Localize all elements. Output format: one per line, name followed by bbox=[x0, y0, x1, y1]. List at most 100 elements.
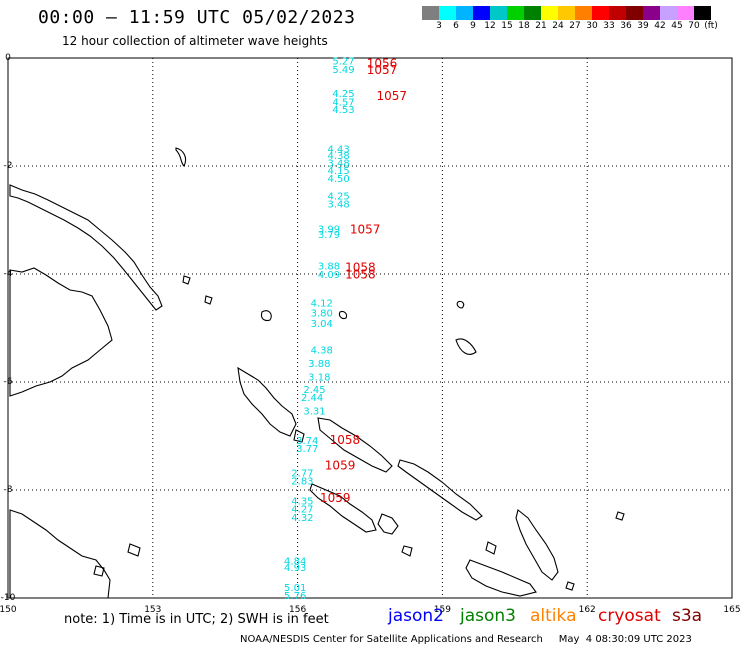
wave-height-label: 4.12 bbox=[311, 298, 333, 309]
colorbar-tick-label: 6 bbox=[453, 21, 459, 31]
colorbar-swatch bbox=[575, 6, 592, 20]
colorbar-tick-label: 36 bbox=[620, 21, 632, 31]
colorbar-swatch bbox=[592, 6, 609, 20]
pass-number-label: 1058 bbox=[330, 433, 361, 447]
wave-height-label: 5.01 bbox=[284, 583, 306, 594]
legend-jason3: jason3 bbox=[460, 606, 516, 626]
wave-height-label: 3.79 bbox=[318, 230, 340, 241]
new-ireland-coast bbox=[9, 184, 163, 311]
islet-coast bbox=[204, 295, 213, 305]
wave-height-label: 3.18 bbox=[308, 372, 330, 383]
colorbar-tick-label: 3 bbox=[436, 21, 442, 31]
papua-coast bbox=[9, 509, 111, 599]
colorbar-tick-label: 12 bbox=[484, 21, 496, 31]
islet-coast bbox=[338, 310, 348, 320]
colorbar-swatch bbox=[643, 6, 660, 20]
colorbar-tick-label: 9 bbox=[470, 21, 476, 31]
y-tick-label: -4 bbox=[4, 269, 13, 279]
colorbar-swatch bbox=[473, 6, 490, 20]
wave-height-label: 3.31 bbox=[303, 406, 325, 417]
colorbar-swatch bbox=[694, 6, 711, 20]
wave-height-label: 4.84 bbox=[284, 557, 306, 568]
wave-height-label: 3.80 bbox=[311, 309, 333, 320]
wave-height-label: 4.38 bbox=[327, 151, 349, 162]
colorbar-unit: (ft) bbox=[704, 21, 718, 31]
islet-coast bbox=[455, 338, 477, 355]
islet-coast bbox=[565, 581, 575, 591]
islet-coast bbox=[401, 545, 413, 557]
wave-height-label: 4.09 bbox=[318, 270, 340, 281]
colorbar-tick-label: 24 bbox=[552, 21, 564, 31]
colorbar-swatch bbox=[422, 6, 439, 20]
colorbar-tick-label: 70 bbox=[688, 21, 700, 31]
colorbar-labels: 3 6 9 12 15 18 21 24 27 30 33 36 39 42 45 70 (ft) bbox=[422, 21, 740, 33]
colorbar-swatch bbox=[558, 6, 575, 20]
wave-height-label: 4.35 bbox=[291, 497, 313, 508]
wave-height-label: 4.93 bbox=[284, 563, 306, 574]
colorbar-tick-label: 42 bbox=[654, 21, 666, 31]
islet-coast bbox=[93, 565, 105, 577]
colorbar-swatch bbox=[609, 6, 626, 20]
legend-s3a: s3a bbox=[672, 606, 703, 626]
new-georgia-coast bbox=[309, 483, 377, 533]
wave-height-label: 2.83 bbox=[291, 477, 313, 488]
santa-isabel-coast bbox=[397, 459, 483, 521]
x-tick-label: 165 bbox=[723, 605, 740, 615]
y-tick-label: -8 bbox=[4, 485, 13, 495]
map-subtitle: 12 hour collection of altimeter wave hei… bbox=[62, 34, 328, 48]
islet-coast bbox=[456, 300, 465, 309]
wave-height-label: 4.27 bbox=[291, 505, 313, 516]
graticule-layer bbox=[8, 58, 732, 598]
x-tick-label: 156 bbox=[289, 605, 306, 615]
colorbar-swatch bbox=[626, 6, 643, 20]
wave-height-label: 4.38 bbox=[311, 345, 333, 356]
choiseul-coast bbox=[317, 417, 393, 473]
y-tick-label: -10 bbox=[1, 593, 16, 603]
wave-height-label: 2.44 bbox=[301, 393, 323, 404]
colorbar-tick-label: 39 bbox=[637, 21, 649, 31]
new-britain-coast bbox=[9, 267, 113, 397]
colorbar-swatch bbox=[490, 6, 507, 20]
wave-height-label: 4.43 bbox=[327, 145, 349, 156]
wave-height-label: 3.77 bbox=[296, 444, 318, 455]
malaita-coast bbox=[515, 509, 559, 581]
colorbar-tick-label: 33 bbox=[603, 21, 615, 31]
wave-height-label: 5.49 bbox=[332, 65, 354, 76]
islet-coast bbox=[127, 543, 141, 557]
wave-height-label: 3.04 bbox=[311, 319, 333, 330]
colorbar-swatch bbox=[677, 6, 694, 20]
colorbar-tick-label: 45 bbox=[671, 21, 683, 31]
legend-jason2: jason2 bbox=[388, 606, 444, 626]
guadalcanal-coast bbox=[465, 559, 537, 597]
wave-height-label: 3.74 bbox=[296, 436, 318, 447]
colorbar-swatch bbox=[507, 6, 524, 20]
colorbar-swatch bbox=[456, 6, 473, 20]
islet-coast bbox=[260, 310, 272, 322]
pass-number-label: 1058 bbox=[345, 267, 376, 281]
islet-coast bbox=[175, 147, 187, 167]
y-tick-label: -2 bbox=[4, 161, 13, 171]
pass-number-label: 1059 bbox=[325, 458, 356, 472]
colorbar bbox=[422, 6, 711, 20]
kolombangara-coast bbox=[377, 513, 399, 535]
wave-height-label: 5.76 bbox=[284, 591, 306, 602]
credit-line: NOAA/NESDIS Center for Satellite Applica… bbox=[240, 634, 692, 645]
pass-number-label: 1057 bbox=[376, 89, 407, 103]
pass-number-label: 1056 bbox=[367, 57, 398, 71]
bougainville-coast bbox=[237, 366, 297, 437]
y-tick-label: 0 bbox=[5, 53, 11, 63]
wave-height-label: 3.88 bbox=[308, 359, 330, 370]
wave-height-label: 4.50 bbox=[327, 174, 349, 185]
wave-height-label: 3.99 bbox=[318, 224, 340, 235]
pass-number-label: 1057 bbox=[350, 223, 381, 237]
colorbar-swatch bbox=[439, 6, 456, 20]
pass-number-label: 1059 bbox=[320, 491, 351, 505]
islet-coast bbox=[485, 541, 497, 555]
coastline-layer bbox=[9, 147, 625, 599]
wave-height-label: 4.53 bbox=[332, 105, 354, 116]
wave-height-label: 2.45 bbox=[303, 385, 325, 396]
wave-height-label: 3.48 bbox=[327, 200, 349, 211]
colorbar-swatch bbox=[541, 6, 558, 20]
wave-height-label: 4.57 bbox=[332, 98, 354, 109]
